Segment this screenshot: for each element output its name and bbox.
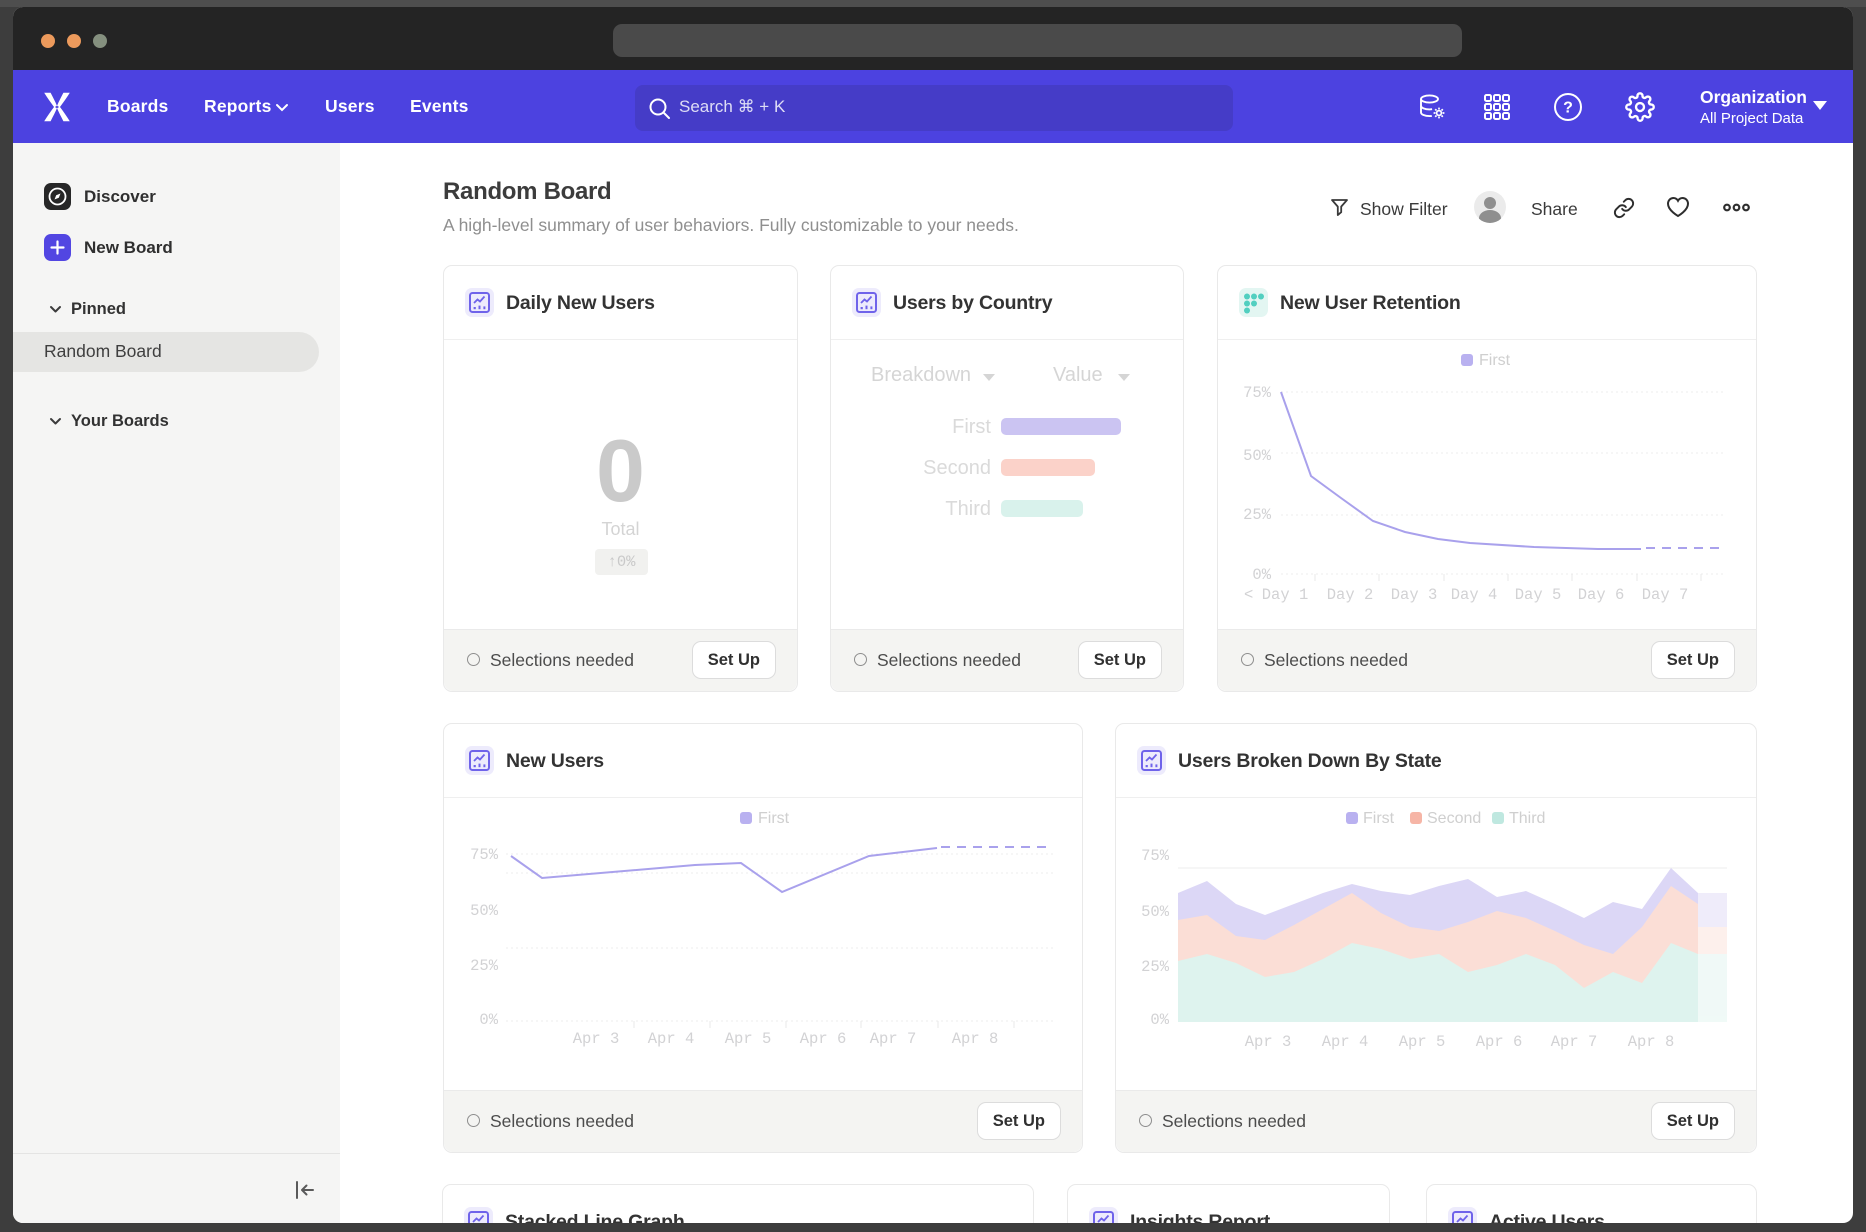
svg-text:Apr 3: Apr 3 [573, 1030, 620, 1048]
svg-text:Day 7: Day 7 [1642, 586, 1689, 604]
svg-text:First: First [758, 810, 790, 827]
svg-text:0%: 0% [1150, 1011, 1169, 1029]
svg-text:Apr 4: Apr 4 [648, 1030, 695, 1048]
svg-text:Apr 7: Apr 7 [1551, 1033, 1598, 1051]
svg-text:50%: 50% [470, 902, 499, 920]
svg-text:75%: 75% [1243, 384, 1272, 402]
svg-text:50%: 50% [1141, 903, 1170, 921]
svg-text:First: First [1363, 810, 1395, 827]
svg-text:50%: 50% [1243, 447, 1272, 465]
svg-text:?: ? [1563, 100, 1573, 117]
svg-text:Day 4: Day 4 [1451, 586, 1498, 604]
svg-text:Apr 8: Apr 8 [952, 1030, 999, 1048]
svg-text:Day 5: Day 5 [1515, 586, 1562, 604]
svg-text:Apr 3: Apr 3 [1245, 1033, 1292, 1051]
svg-text:Second: Second [1427, 810, 1481, 827]
svg-text:0%: 0% [1252, 566, 1271, 584]
svg-text:Apr 7: Apr 7 [870, 1030, 917, 1048]
svg-text:<: < [1244, 586, 1253, 604]
svg-text:Apr 5: Apr 5 [1399, 1033, 1446, 1051]
svg-text:Apr 6: Apr 6 [1476, 1033, 1523, 1051]
svg-text:Apr 6: Apr 6 [800, 1030, 847, 1048]
svg-text:Third: Third [1509, 810, 1545, 827]
svg-text:25%: 25% [1243, 506, 1272, 524]
svg-text:Day 3: Day 3 [1391, 586, 1438, 604]
svg-text:0%: 0% [479, 1011, 498, 1029]
svg-text:Day 2: Day 2 [1327, 586, 1374, 604]
svg-text:Day 1: Day 1 [1262, 586, 1309, 604]
svg-text:Apr 8: Apr 8 [1628, 1033, 1675, 1051]
svg-text:First: First [1479, 352, 1511, 369]
svg-text:Apr 5: Apr 5 [725, 1030, 772, 1048]
svg-text:75%: 75% [470, 846, 499, 864]
svg-text:Apr 4: Apr 4 [1322, 1033, 1369, 1051]
svg-text:25%: 25% [470, 957, 499, 975]
svg-text:25%: 25% [1141, 958, 1170, 976]
svg-text:Day 6: Day 6 [1578, 586, 1625, 604]
svg-text:75%: 75% [1141, 847, 1170, 865]
